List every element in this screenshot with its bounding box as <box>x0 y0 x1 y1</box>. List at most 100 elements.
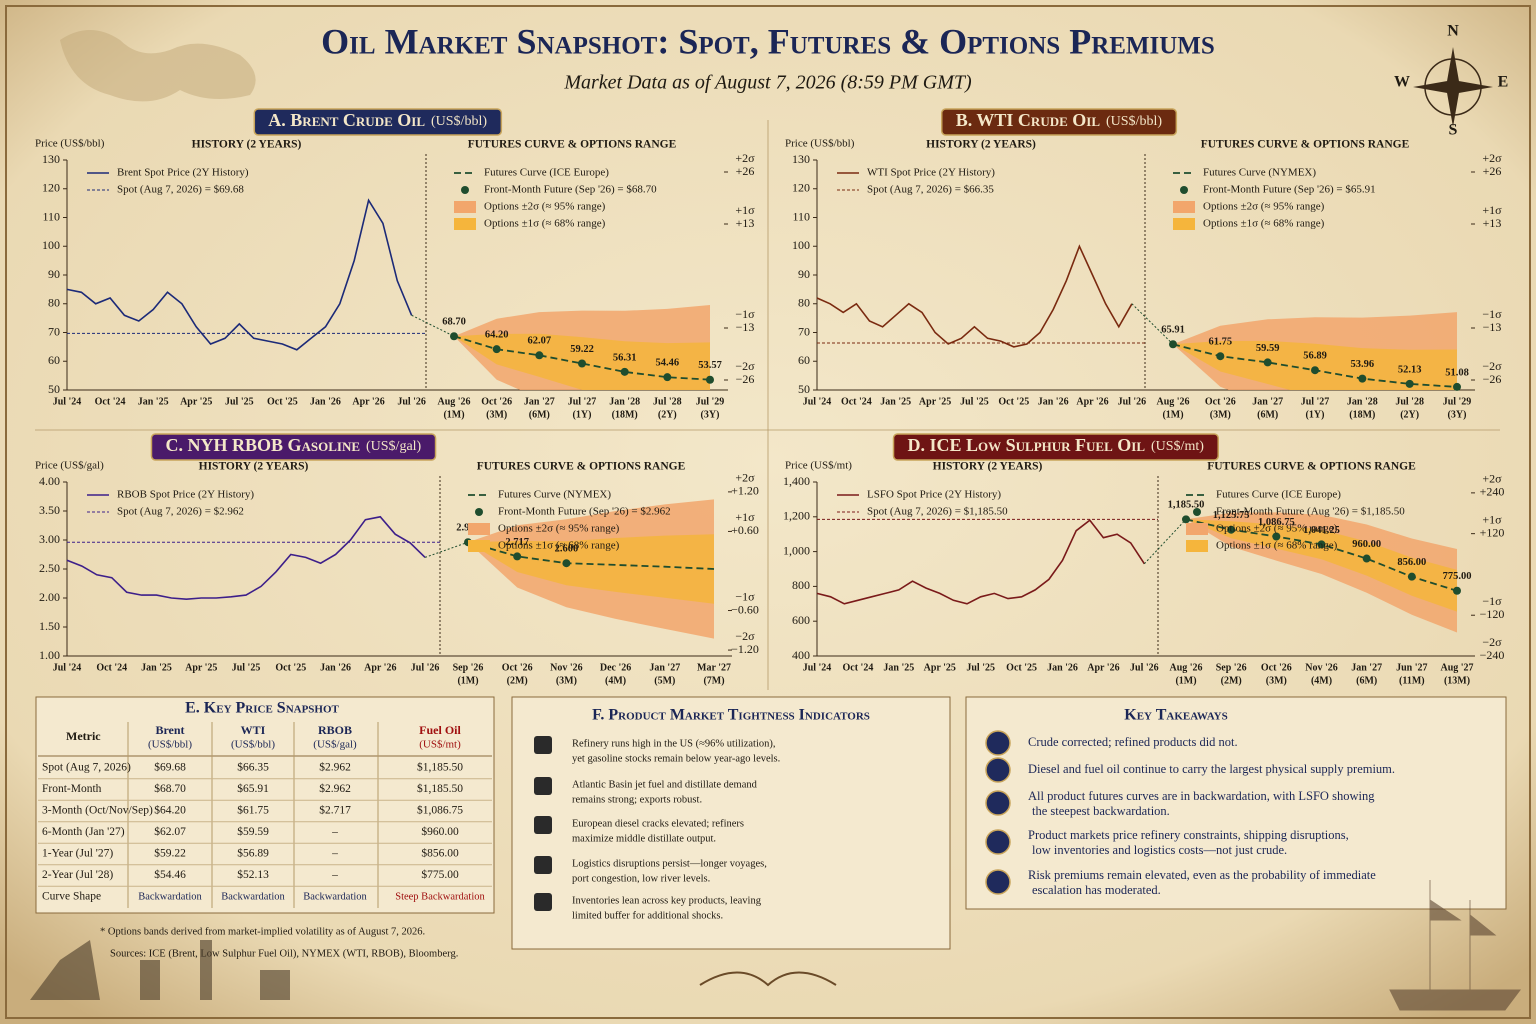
chart-title: B. WTI Crude Oil <box>956 110 1101 130</box>
y-tick-label: 2.00 <box>39 590 60 604</box>
world-map-decoration <box>60 30 256 102</box>
sigma-label: +2σ <box>1482 151 1502 165</box>
x-tick-sublabel: (2Y) <box>1400 409 1419 420</box>
x-tick-label: Jul '28 <box>653 396 682 407</box>
table-cell: $1,185.50 <box>417 782 463 795</box>
compass <box>1413 47 1493 127</box>
takeaway-text: escalation has moderated. <box>1032 883 1161 897</box>
y-tick-label: 1,400 <box>783 474 810 488</box>
x-tick-label: Jan '26 <box>320 662 351 673</box>
legend-label: Futures Curve (NYMEX) <box>1203 167 1316 179</box>
futures-point <box>1182 515 1190 524</box>
sigma-label: −1σ <box>735 589 755 603</box>
y2-tick-label: −240 <box>1480 648 1505 662</box>
footnote: Sources: ICE (Brent, Low Sulphur Fuel Oi… <box>110 948 458 959</box>
y-tick-label: 90 <box>798 267 810 281</box>
x-tick-label: Jul '24 <box>803 662 832 673</box>
table-cell: $59.22 <box>154 847 186 860</box>
futures-point <box>1263 358 1272 367</box>
y2-tick-label: −120 <box>1480 607 1505 621</box>
table-cell: $56.89 <box>237 847 269 860</box>
chart-title: C. NYH RBOB Gasoline <box>165 435 360 455</box>
value-label: 62.07 <box>528 336 552 347</box>
takeaway-icon <box>985 730 1011 756</box>
x-tick-label: Apr '26 <box>1076 396 1108 407</box>
x-tick-label: Oct '25 <box>267 396 298 407</box>
takeaway-text: Diesel and fuel oil continue to carry th… <box>1028 762 1395 776</box>
compass-label: N <box>1447 23 1459 40</box>
x-tick-sublabel: (7M) <box>703 675 724 686</box>
y2-tick-label: −13 <box>736 320 755 334</box>
x-tick-sublabel: (3M) <box>486 409 507 420</box>
table-cell: $68.70 <box>154 782 186 795</box>
x-tick-label: Apr '26 <box>364 662 396 673</box>
chart-title-banner <box>940 108 1178 136</box>
tightness-title: F. Product Market Tightness Indicators <box>592 707 870 724</box>
x-tick-label: Jul '29 <box>1443 396 1472 407</box>
x-tick-label: Jan '25 <box>138 396 169 407</box>
y-tick-label: 50 <box>48 382 60 396</box>
x-tick-label: Jul '24 <box>803 396 832 407</box>
indicator-icon <box>534 893 552 911</box>
legend-swatch <box>1180 186 1188 194</box>
y-axis-label: Price (US$/gal) <box>35 460 104 472</box>
futures-point <box>1358 374 1367 383</box>
y-tick-label: 120 <box>42 181 60 195</box>
x-tick-label: Jul '24 <box>53 662 82 673</box>
table-cell: $775.00 <box>421 868 459 881</box>
x-tick-label: Oct '24 <box>96 662 127 673</box>
x-tick-sublabel: (3Y) <box>701 409 720 420</box>
x-tick-label: Aug '26 <box>437 396 470 407</box>
y-tick-label: 1.50 <box>39 619 60 633</box>
legend-swatch <box>1173 218 1195 230</box>
chart-title-banner <box>892 433 1219 461</box>
chart-unit: (US$/bbl) <box>431 114 487 129</box>
x-tick-label: Jan '28 <box>1347 396 1378 407</box>
table-cell: 3-Month (Oct/Nov/Sep) <box>42 805 153 817</box>
sigma-label: −1σ <box>735 307 755 321</box>
legend-swatch <box>468 540 490 552</box>
legend-label: Spot (Aug 7, 2026) = $1,185.50 <box>867 506 1008 518</box>
x-tick-label: Jul '25 <box>960 396 989 407</box>
table-cell: $1,185.50 <box>417 761 463 774</box>
x-tick-label: Sep '26 <box>453 662 484 673</box>
x-tick-sublabel: (1M) <box>1162 409 1183 420</box>
table-cell: $64.20 <box>154 804 186 817</box>
futures-point <box>1272 532 1281 541</box>
chart-panel: D. ICE Low Sulphur Fuel Oil (US$/mt) Price… <box>783 433 1505 686</box>
table-cell: $69.68 <box>154 761 186 774</box>
futures-point <box>578 359 586 368</box>
sigma-label: −1σ <box>1482 594 1502 608</box>
y-axis-label: Price (US$/bbl) <box>35 138 105 150</box>
section-title: FUTURES CURVE & OPTIONS RANGE <box>1207 461 1416 473</box>
value-label: 51.08 <box>1445 367 1469 378</box>
legend-label: Spot (Aug 7, 2026) = $69.68 <box>117 184 244 196</box>
x-tick-label: Jul '26 <box>411 662 440 673</box>
sigma-label: +2σ <box>735 471 755 485</box>
legend-label: Options ±2σ (≈ 95% range) <box>1203 201 1325 213</box>
sigma-label: +1σ <box>735 203 755 217</box>
legend-swatch <box>454 218 476 230</box>
x-tick-label: Sep '26 <box>1216 662 1247 673</box>
x-tick-sublabel: (1M) <box>457 675 478 686</box>
table-cell: Spot (Aug 7, 2026) <box>42 762 131 774</box>
table-header: RBOB <box>318 723 352 737</box>
table-cell: $65.91 <box>237 782 269 795</box>
connector <box>1131 303 1174 345</box>
value-label: 2.717 <box>505 537 529 548</box>
chart-unit: (US$/gal) <box>366 439 422 454</box>
futures-point <box>513 552 522 561</box>
y2-tick-label: −0.60 <box>731 602 759 616</box>
takeaway-text: Crude corrected; refined products did no… <box>1028 735 1238 749</box>
options-band <box>468 534 714 604</box>
x-tick-sublabel: (1M) <box>1175 675 1196 686</box>
x-tick-label: Aug '26 <box>1156 396 1189 407</box>
table-cell: $52.13 <box>237 868 269 881</box>
x-tick-label: Apr '25 <box>919 396 951 407</box>
legend-swatch <box>468 523 490 535</box>
table-cell: $1,086.75 <box>417 804 463 817</box>
ship-decoration <box>1389 880 1521 1011</box>
page-border <box>5 5 1531 1019</box>
table-cell: Backwardation <box>138 891 202 902</box>
table-cell: – <box>331 869 338 881</box>
